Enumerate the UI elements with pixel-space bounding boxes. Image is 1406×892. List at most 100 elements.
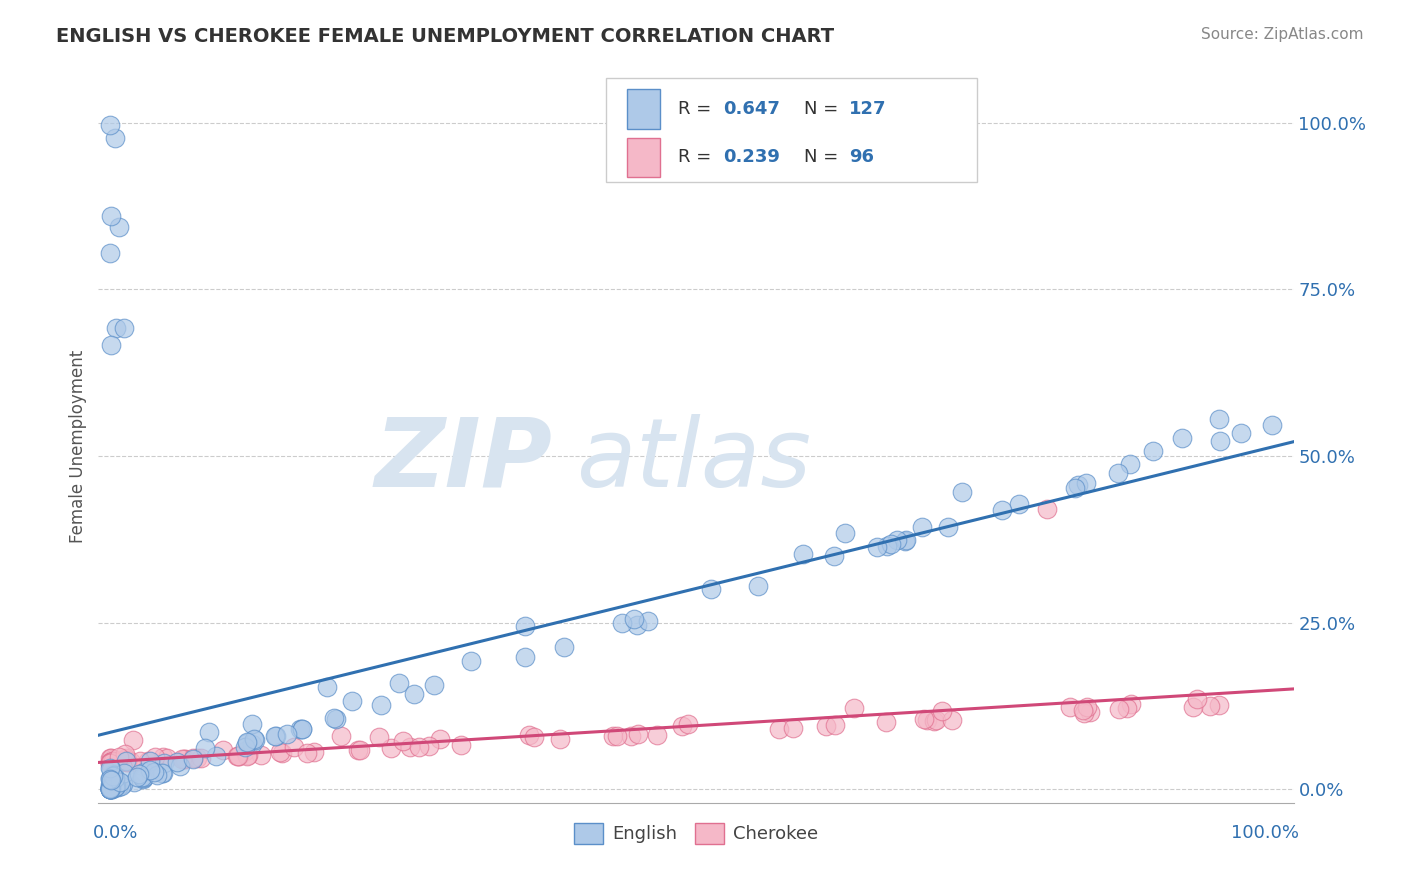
Point (194, 741, 217, 756)
Point (101, 781, 124, 796)
Point (844, 701, 866, 715)
Point (1063, 481, 1085, 495)
Point (1076, 700, 1098, 714)
Point (1142, 444, 1164, 458)
Point (236, 748, 259, 763)
Point (322, 711, 344, 725)
Point (370, 698, 392, 712)
Point (626, 617, 648, 632)
Point (699, 582, 721, 596)
Point (104, 756, 127, 770)
Point (143, 750, 166, 764)
Point (108, 754, 131, 768)
Point (1230, 425, 1253, 440)
Point (104, 780, 127, 794)
Point (104, 779, 127, 793)
Point (100, 782, 122, 797)
Point (243, 731, 266, 746)
Point (173, 752, 195, 766)
Point (98, 245, 121, 260)
Point (98, 750, 121, 764)
Text: 0.0%: 0.0% (93, 824, 138, 842)
Point (111, 777, 134, 791)
Point (190, 751, 212, 765)
Point (612, 616, 634, 631)
Point (98, 781, 121, 796)
Point (153, 756, 176, 771)
Point (235, 737, 257, 751)
Point (166, 755, 188, 769)
Point (291, 722, 314, 736)
Point (676, 716, 699, 731)
Point (302, 745, 325, 759)
Point (98, 780, 121, 795)
Point (226, 749, 249, 764)
Point (115, 755, 138, 769)
Text: 0.647: 0.647 (724, 100, 780, 118)
Point (1185, 691, 1208, 706)
Point (513, 650, 536, 665)
Point (1036, 502, 1059, 516)
Point (1071, 703, 1094, 717)
Point (911, 520, 934, 534)
Point (98, 780, 121, 795)
Point (103, 780, 125, 794)
Point (120, 755, 142, 769)
Point (340, 694, 363, 708)
Point (404, 687, 426, 701)
Point (270, 746, 292, 760)
Point (894, 533, 917, 548)
Point (1108, 701, 1130, 715)
Point (146, 768, 169, 782)
Point (398, 740, 420, 755)
Point (814, 719, 837, 733)
Point (922, 714, 945, 728)
Point (108, 220, 131, 235)
Point (912, 712, 935, 726)
Point (325, 712, 347, 726)
Point (103, 769, 125, 783)
Point (103, 771, 125, 785)
Point (100, 782, 122, 797)
Point (115, 755, 138, 769)
Point (276, 727, 298, 741)
Point (866, 540, 889, 554)
Point (132, 771, 155, 785)
Point (645, 728, 668, 742)
Point (1078, 705, 1101, 719)
Point (103, 777, 125, 791)
Point (1182, 699, 1205, 714)
Point (264, 729, 287, 743)
Point (876, 539, 898, 553)
Point (136, 754, 159, 768)
Point (627, 727, 650, 741)
Point (875, 714, 897, 729)
Legend: English, Cherokee: English, Cherokee (567, 815, 825, 851)
Point (115, 753, 138, 767)
Point (349, 743, 371, 757)
Point (100, 781, 122, 796)
Point (1008, 497, 1031, 511)
Point (235, 740, 257, 755)
Point (100, 773, 122, 788)
Point (620, 729, 643, 743)
Point (291, 722, 314, 736)
Point (98, 782, 121, 797)
Text: 100.0%: 100.0% (1232, 824, 1299, 842)
Point (100, 756, 122, 770)
Point (100, 755, 122, 769)
Point (1076, 476, 1098, 491)
Point (1116, 701, 1139, 715)
Text: R =: R = (678, 100, 717, 118)
Point (134, 770, 156, 784)
Point (886, 533, 908, 548)
Point (517, 728, 540, 742)
Point (103, 752, 125, 766)
Text: 127: 127 (849, 100, 886, 118)
Point (108, 779, 131, 793)
Point (103, 768, 125, 782)
Point (212, 743, 235, 757)
Point (105, 755, 128, 769)
Point (931, 704, 953, 718)
Point (834, 526, 856, 541)
